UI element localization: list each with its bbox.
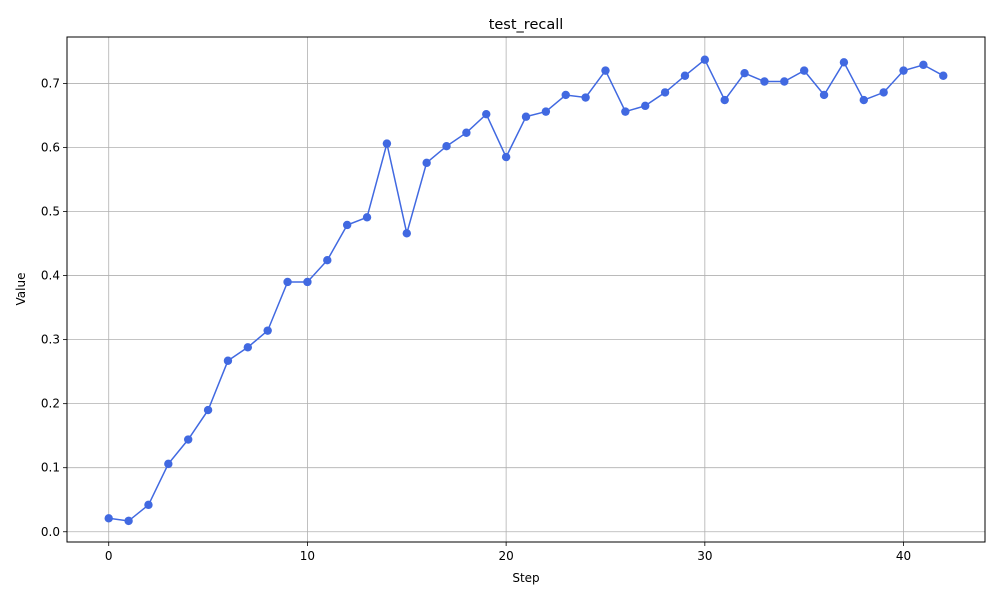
x-tick-label: 40 [896,549,911,563]
data-point [323,255,332,265]
data-point [799,66,809,75]
data-point [601,66,610,75]
data-point [680,71,690,80]
data-point [462,128,471,137]
y-tick-label: 0.1 [41,461,60,475]
y-tick-label: 0.2 [41,397,60,411]
data-point [740,68,749,78]
data-point [482,109,491,119]
axis-ticks: 0 10 20 30 40 0.0 0.1 0.2 0.3 0.4 0.5 0.6 0.7 [41,76,911,563]
series-line [104,55,948,526]
data-point [780,77,789,86]
x-axis-label: Step [512,571,539,585]
data-point [541,107,551,116]
data-point [243,343,253,352]
y-tick-label: 0.4 [41,269,60,283]
data-point [581,93,590,102]
data-point [342,220,352,230]
data-point [303,277,312,287]
data-point [184,435,193,444]
data-point [442,141,451,151]
data-point [124,516,133,526]
data-point [223,356,233,365]
data-point [621,107,630,116]
data-point [760,77,769,86]
data-point [382,139,392,148]
data-point [641,101,650,111]
data-point [899,66,908,75]
chart-title: test_recall [489,17,564,33]
data-point [104,514,113,523]
data-point [660,88,670,97]
data-point [164,459,173,469]
data-point [144,500,153,510]
data-point [859,95,868,105]
data-point [561,90,570,100]
y-tick-label: 0.6 [41,140,60,154]
grid [67,37,985,542]
data-point [422,158,431,168]
x-tick-label: 20 [498,549,513,563]
data-point [700,55,710,64]
data-point [939,71,948,80]
plot-frame [66,36,986,543]
y-tick-label: 0.7 [41,76,60,90]
data-point [501,152,511,162]
data-point [819,90,829,100]
data-point [402,229,411,238]
data-point [839,58,849,67]
data-point [521,112,531,121]
data-point [263,326,272,335]
x-tick-label: 0 [105,549,113,563]
y-tick-label: 0.5 [41,205,60,219]
y-axis-label: Value [14,273,28,306]
data-point [720,95,729,105]
data-point [362,213,372,222]
y-tick-label: 0.0 [41,525,60,539]
y-tick-label: 0.3 [41,333,60,347]
data-point [879,88,888,97]
x-tick-label: 10 [300,549,315,563]
data-point [203,405,213,415]
x-tick-label: 30 [697,549,712,563]
data-point [919,60,928,70]
data-point [283,277,292,287]
